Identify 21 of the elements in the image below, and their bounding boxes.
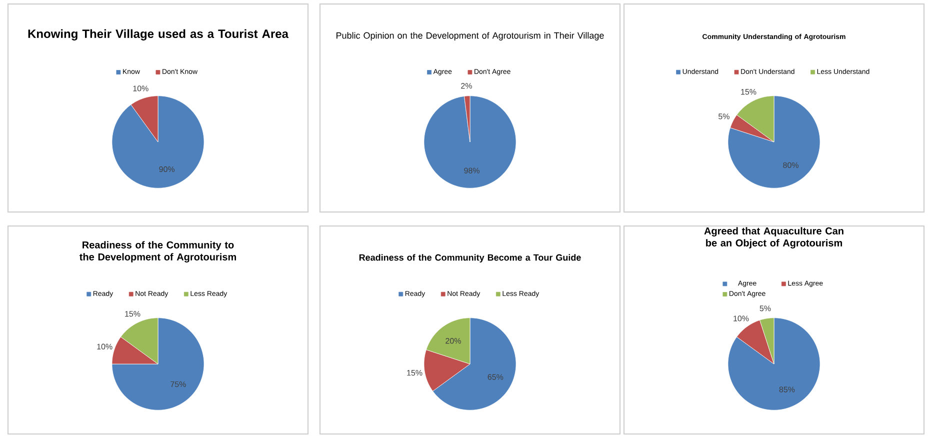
- data-label: 65%: [488, 374, 504, 380]
- data-label: 10%: [734, 316, 749, 322]
- chart-title: Readiness of the Community to the Development of Agrotourism: [80, 241, 236, 262]
- data-label: 15%: [741, 89, 756, 95]
- chart-title: Public Opinion on the Development of Agrotourism in Their Village: [336, 32, 604, 40]
- data-label: 15%: [125, 311, 140, 317]
- data-label: 10%: [133, 86, 148, 92]
- chart-title: Readiness of the Community Become a Tour Guide: [359, 254, 581, 262]
- data-label: 90%: [159, 166, 175, 172]
- chart-title: Knowing Their Village used as a Tourist Area: [28, 29, 289, 40]
- data-label: 20%: [446, 338, 461, 344]
- chart-title: Agreed that Aquaculture Can be an Object of Agrotourism: [704, 227, 844, 248]
- data-label: 75%: [170, 381, 186, 388]
- data-label: 80%: [783, 162, 798, 168]
- data-label: 5%: [760, 306, 771, 312]
- data-label: 85%: [779, 386, 795, 392]
- data-label: 5%: [718, 114, 730, 120]
- data-label: 98%: [464, 168, 480, 174]
- data-label: 10%: [97, 344, 112, 350]
- data-label: 2%: [461, 82, 472, 89]
- data-label: 15%: [407, 370, 422, 376]
